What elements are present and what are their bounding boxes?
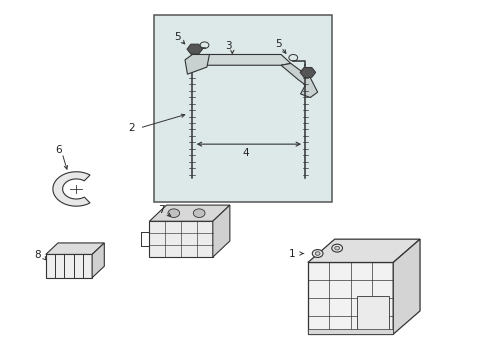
Bar [307,262,392,334]
Circle shape [312,249,323,257]
Polygon shape [92,243,104,278]
Polygon shape [197,54,290,65]
Bar [149,221,212,257]
Polygon shape [307,239,419,262]
Polygon shape [281,63,317,98]
Text: 1: 1 [288,248,295,258]
Text: 7: 7 [158,206,164,216]
Circle shape [331,244,342,252]
Circle shape [315,252,320,255]
Text: 5: 5 [174,32,181,42]
Polygon shape [186,44,202,54]
Bar [307,329,392,334]
Polygon shape [53,172,90,206]
Text: 4: 4 [242,148,248,158]
Bar [46,255,92,278]
Circle shape [193,209,204,217]
Text: 6: 6 [55,144,61,154]
Polygon shape [392,239,419,334]
Text: 5: 5 [275,40,282,49]
Polygon shape [212,205,229,257]
Bar [357,296,388,330]
Text: 8: 8 [34,250,41,260]
Text: 2: 2 [128,123,134,133]
Polygon shape [46,243,104,255]
Polygon shape [149,205,229,221]
Text: 3: 3 [225,41,232,50]
Polygon shape [184,54,209,74]
Bar [154,15,331,202]
Circle shape [167,209,179,217]
Polygon shape [300,67,315,77]
Circle shape [334,246,339,250]
